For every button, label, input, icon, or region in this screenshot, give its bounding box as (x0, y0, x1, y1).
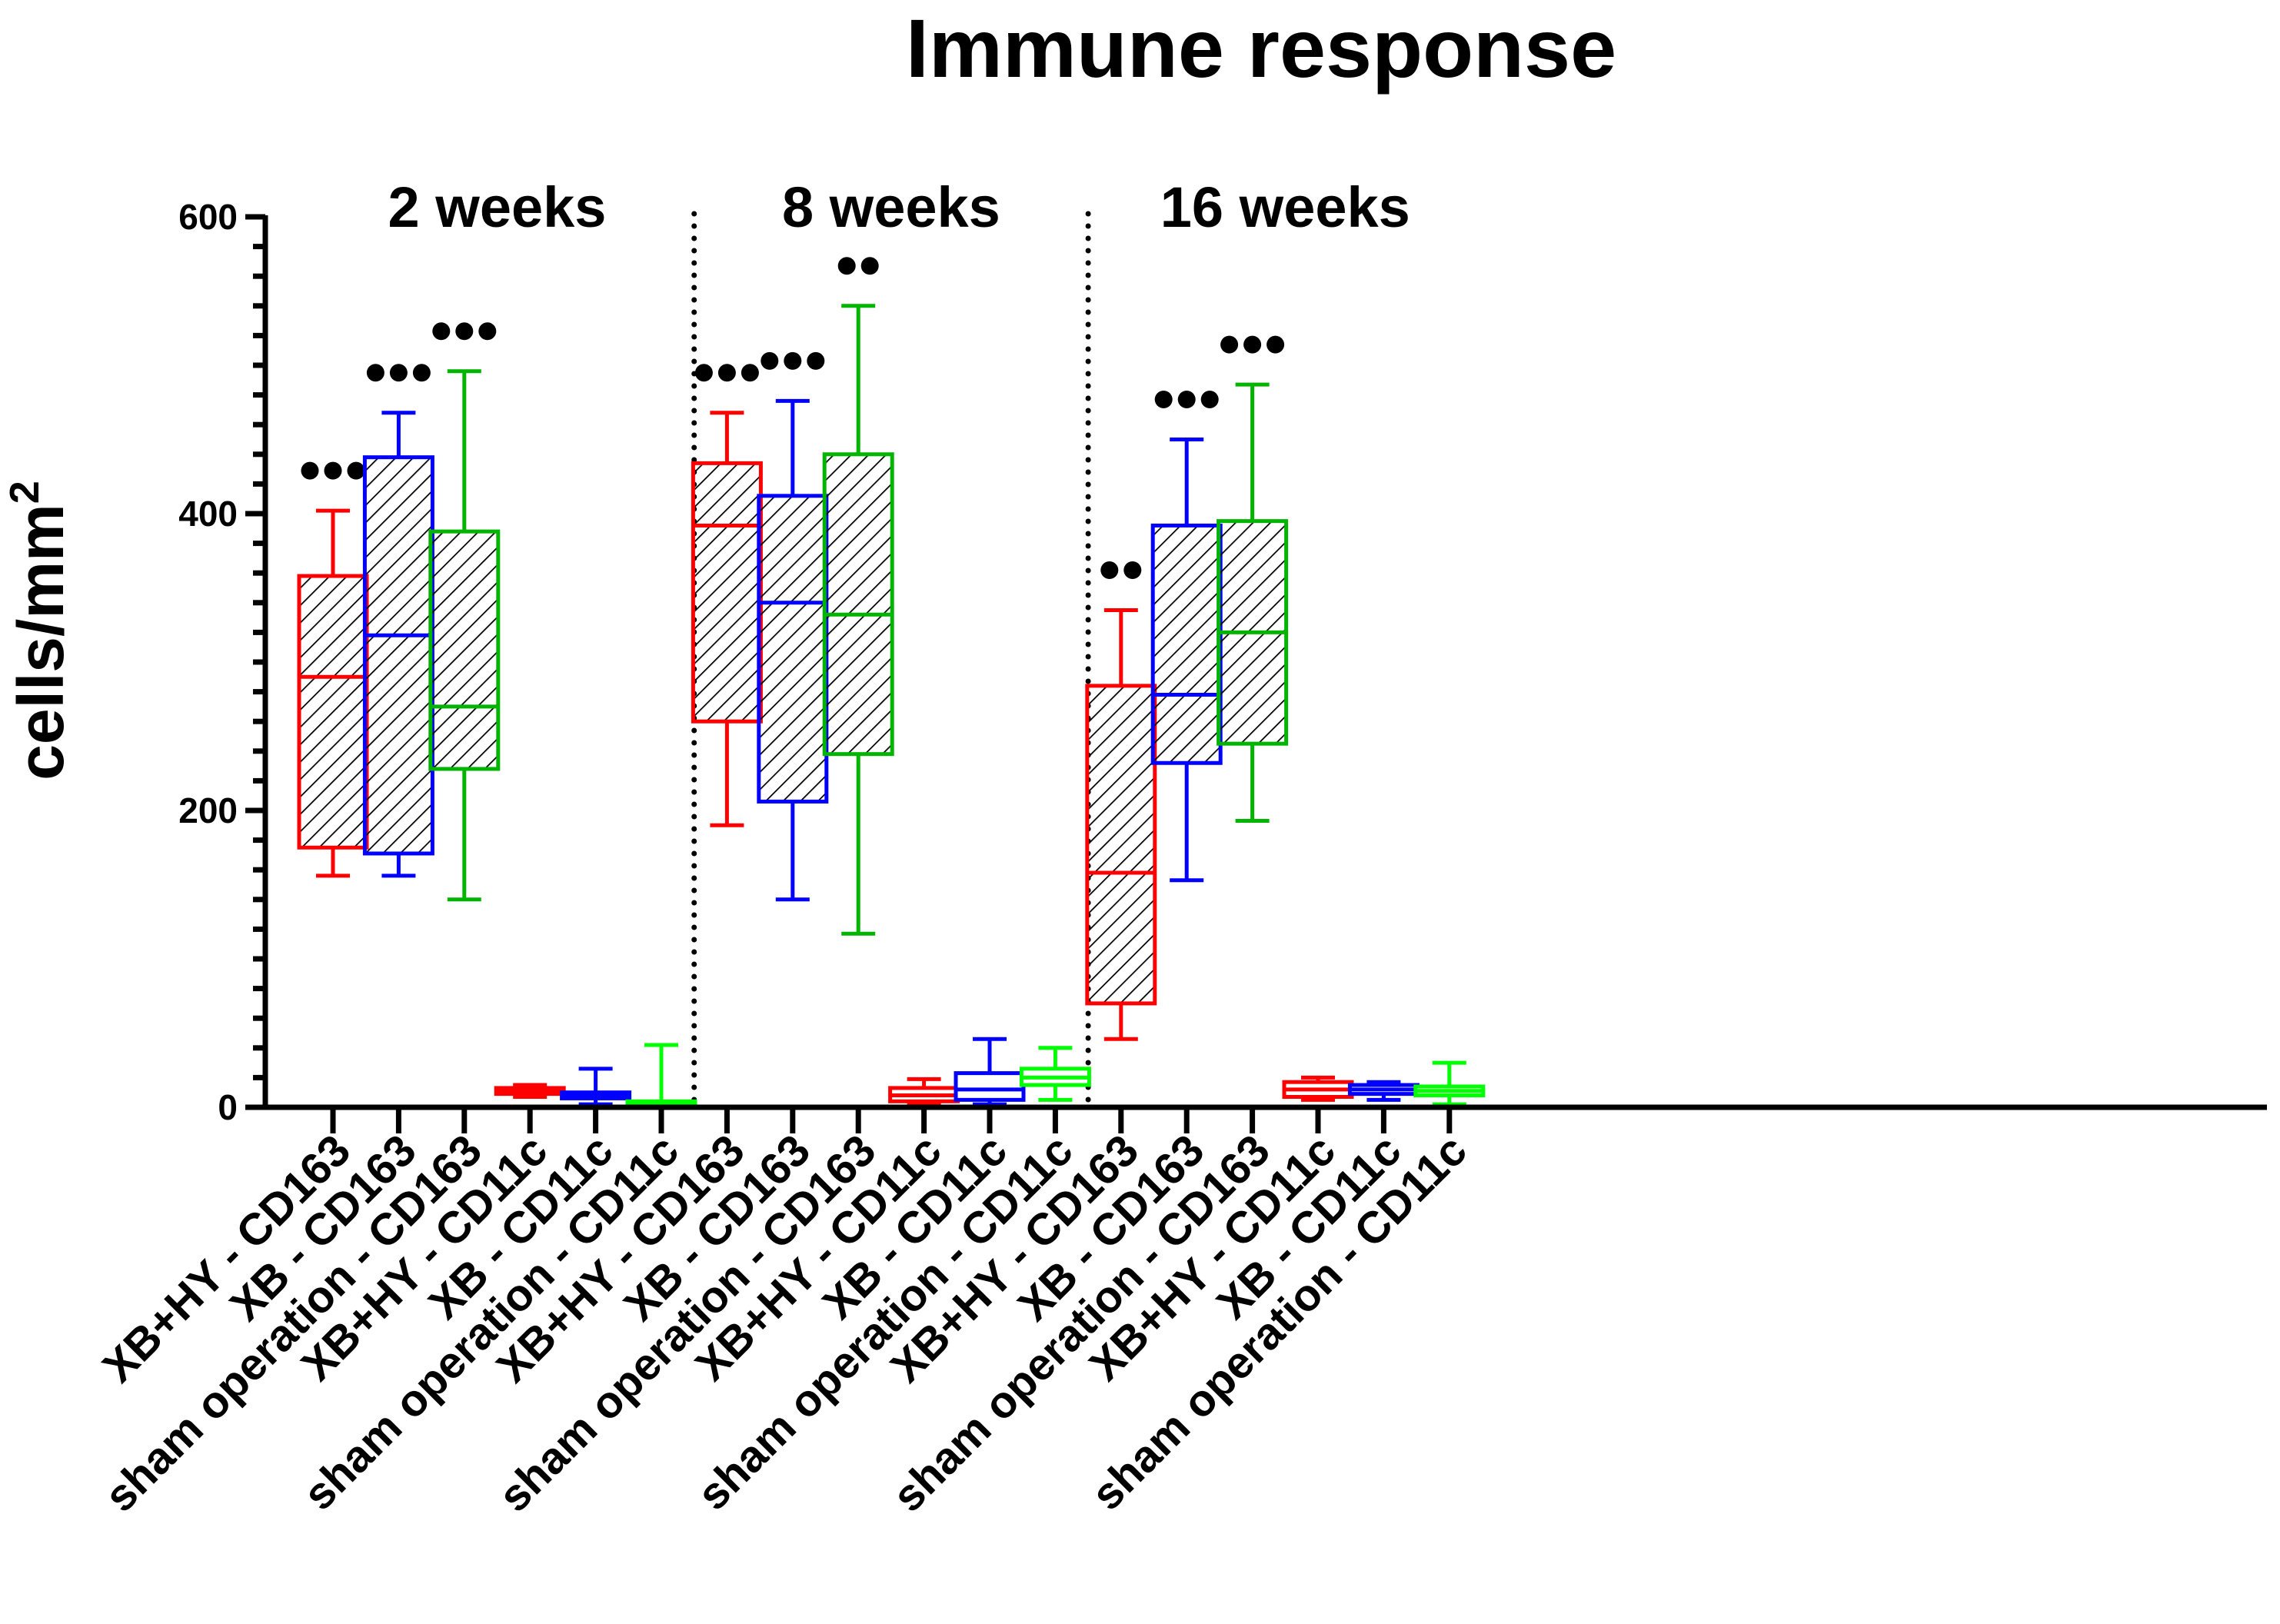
box-iqr (757, 494, 829, 804)
box-plot (362, 364, 434, 878)
significance-dot (837, 257, 856, 275)
significance-dot (1123, 561, 1142, 579)
significance-dot (741, 364, 759, 382)
significance-dot (860, 257, 879, 275)
box-plots (297, 257, 1486, 1110)
box-plot (691, 364, 763, 827)
y-tick-label: 400 (178, 494, 238, 534)
box-plot (757, 351, 829, 902)
significance-dot (455, 322, 474, 341)
box-plot (428, 322, 501, 902)
box-plot (1019, 1046, 1091, 1102)
significance-dot (1220, 335, 1239, 354)
box-iqr (1085, 684, 1157, 1006)
significance-dot (761, 351, 779, 370)
period-label: 2 weeks (388, 175, 607, 239)
box-plot (822, 257, 894, 936)
box-iqr (362, 455, 434, 856)
box-plot (954, 1037, 1026, 1107)
box-plot (1282, 1075, 1354, 1102)
chart-title: Immune response (906, 2, 1616, 95)
significance-dot (807, 351, 825, 370)
box-plot (888, 1077, 960, 1107)
box-iqr (954, 1071, 1026, 1102)
significance-dot (784, 351, 802, 370)
box-plot (1217, 335, 1289, 824)
box-iqr (822, 452, 894, 757)
box-plot (494, 1083, 566, 1099)
significance-dot (1154, 391, 1173, 408)
box-plot (297, 461, 369, 878)
significance-dot (717, 364, 736, 382)
significance-dot (366, 364, 384, 382)
box-iqr (1150, 523, 1223, 765)
axes: 0 200 400 600 (178, 197, 2267, 1133)
significance-dot (432, 322, 451, 341)
significance-dot (389, 364, 408, 382)
y-axis-label: cells/mm2 (2, 481, 77, 780)
box-plot (560, 1067, 632, 1107)
period-labels: 2 weeks 8 weeks 16 weeks (388, 175, 1410, 239)
significance-dot (478, 322, 497, 341)
significance-dot (301, 461, 319, 480)
significance-dot (1100, 561, 1119, 579)
box-iqr (428, 529, 501, 771)
box-plot (1413, 1060, 1486, 1107)
y-tick-label: 200 (178, 790, 238, 830)
significance-dot (412, 364, 431, 382)
significance-dot (347, 461, 365, 480)
y-tick-label: 0 (218, 1087, 238, 1127)
significance-dot (1243, 335, 1262, 354)
period-label: 16 weeks (1160, 175, 1410, 239)
period-label: 8 weeks (782, 175, 1000, 239)
box-plot (1150, 391, 1223, 883)
box-iqr (691, 461, 763, 724)
box-iqr (297, 574, 369, 850)
box-plot (1085, 561, 1157, 1041)
y-tick-label: 600 (178, 197, 238, 237)
period-separators (691, 211, 1091, 1110)
significance-dot (1200, 391, 1219, 408)
significance-dot (324, 461, 342, 480)
box-plot (1347, 1080, 1420, 1102)
significance-dot (1177, 391, 1196, 408)
significance-dot (1266, 335, 1285, 354)
box-plot (625, 1043, 697, 1110)
significance-dot (694, 364, 713, 382)
